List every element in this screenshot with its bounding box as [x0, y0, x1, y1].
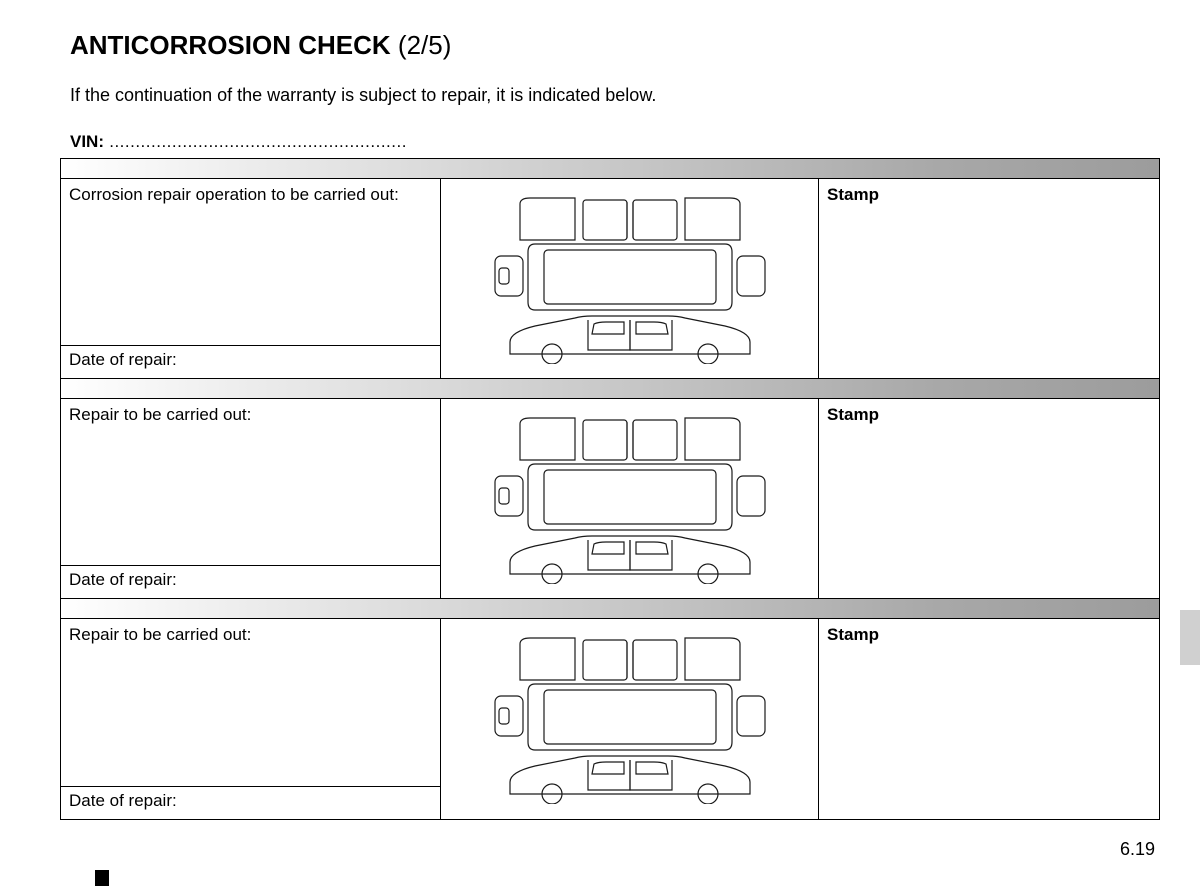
- repair-operation-cell: Repair to be carried out:: [61, 619, 440, 787]
- left-column: Corrosion repair operation to be carried…: [61, 179, 441, 378]
- left-column: Repair to be carried out: Date of repair…: [61, 619, 441, 819]
- title-suffix: (2/5): [398, 30, 451, 60]
- date-of-repair-cell: Date of repair:: [61, 346, 440, 378]
- vin-field-dots: ........................................…: [104, 132, 407, 151]
- entry-row: Corrosion repair operation to be carried…: [61, 179, 1159, 379]
- side-tab-marker: [1180, 610, 1200, 665]
- diagram-cell: [441, 399, 819, 598]
- page-number: 6.19: [1120, 839, 1155, 860]
- separator-row: [61, 599, 1159, 619]
- anticorrosion-form-table: Corrosion repair operation to be carried…: [60, 158, 1160, 820]
- stamp-cell: Stamp: [819, 619, 1159, 819]
- stamp-cell: Stamp: [819, 399, 1159, 598]
- vin-label: VIN:: [70, 132, 104, 151]
- date-of-repair-cell: Date of repair:: [61, 566, 440, 598]
- title-text: ANTICORROSION CHECK: [70, 30, 391, 60]
- diagram-cell: [441, 619, 819, 819]
- section-marker-icon: [95, 870, 109, 886]
- date-of-repair-cell: Date of repair:: [61, 787, 440, 819]
- car-body-diagram-icon: [480, 414, 780, 584]
- repair-operation-cell: Repair to be carried out:: [61, 399, 440, 566]
- car-body-diagram-icon: [480, 194, 780, 364]
- left-column: Repair to be carried out: Date of repair…: [61, 399, 441, 598]
- car-body-diagram-icon: [480, 634, 780, 804]
- entry-row: Repair to be carried out: Date of repair…: [61, 399, 1159, 599]
- diagram-cell: [441, 179, 819, 378]
- document-page: ANTICORROSION CHECK (2/5) If the continu…: [0, 0, 1200, 830]
- page-title: ANTICORROSION CHECK (2/5): [70, 30, 1160, 61]
- entry-row: Repair to be carried out: Date of repair…: [61, 619, 1159, 819]
- repair-operation-cell: Corrosion repair operation to be carried…: [61, 179, 440, 346]
- separator-row: [61, 379, 1159, 399]
- stamp-cell: Stamp: [819, 179, 1159, 378]
- vin-line: VIN: ...................................…: [70, 132, 1160, 152]
- intro-text: If the continuation of the warranty is s…: [70, 85, 1160, 106]
- separator-row: [61, 159, 1159, 179]
